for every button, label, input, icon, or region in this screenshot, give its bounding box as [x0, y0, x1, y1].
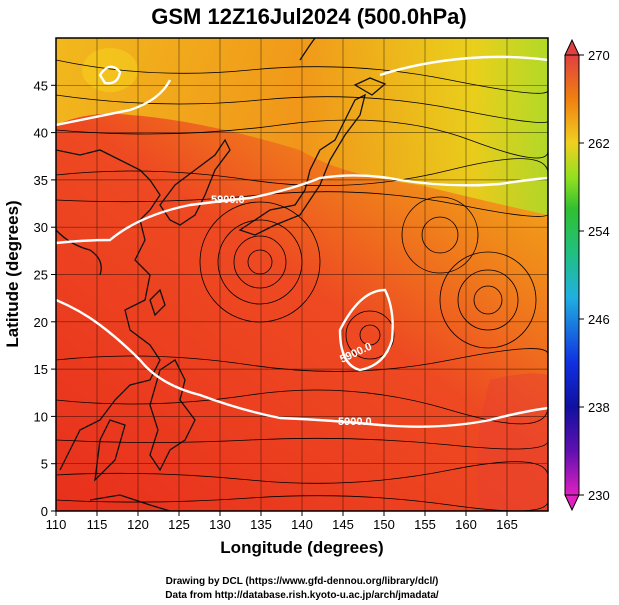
- y-tick-label: 30: [34, 220, 48, 235]
- contour-northwest: [56, 79, 172, 127]
- colorbar-tick-label: 262: [588, 136, 610, 151]
- southeast-warm-patch: [476, 373, 548, 511]
- y-axis-label: Latitude (degrees): [3, 200, 22, 347]
- y-tick-label: 5: [41, 457, 48, 472]
- y-tick-label: 15: [34, 362, 48, 377]
- contour-small-ring: [98, 65, 122, 85]
- x-tick-label: 155: [414, 517, 436, 532]
- credit-drawing: Drawing by DCL (https://www.gfd-dennou.o…: [166, 576, 439, 587]
- contour-label-south: 5900.0: [338, 416, 372, 428]
- korea-peninsula: [159, 138, 231, 226]
- y-tick-label: 0: [41, 504, 48, 519]
- colorbar-tick-label: 270: [588, 48, 610, 63]
- x-axis-label: Longitude (degrees): [220, 538, 383, 557]
- x-tick-label: 165: [496, 517, 518, 532]
- x-tick-label: 115: [87, 517, 108, 532]
- y-tick-label: 25: [34, 268, 48, 283]
- geopotential-contours: [56, 55, 548, 428]
- colorbar-tick-label: 238: [588, 400, 610, 415]
- colorbar-tick-label: 246: [588, 312, 610, 327]
- colorbar-ticks: 230 238 246 254 262 270: [579, 48, 610, 503]
- contour-northeast: [379, 55, 548, 77]
- x-tick-label: 150: [373, 517, 395, 532]
- inland-boundary: [56, 229, 102, 276]
- contour-5900-cell: [338, 288, 394, 372]
- y-tick-label: 45: [34, 78, 48, 93]
- colorbar-top-arrow: [564, 38, 580, 56]
- colorbar-bottom-arrow: [564, 494, 580, 512]
- map-grid: [56, 38, 548, 511]
- x-tick-label: 160: [455, 517, 477, 532]
- chart-title: GSM 12Z16Jul2024 (500.0hPa): [151, 4, 467, 29]
- x-tick-label: 125: [168, 517, 190, 532]
- colorbar-tick-label: 254: [588, 224, 610, 239]
- x-tick-label: 110: [46, 517, 67, 532]
- taiwan: [149, 288, 166, 317]
- y-tick-label: 35: [34, 173, 48, 188]
- sakhalin: [299, 38, 316, 61]
- contour-5900-north: [56, 174, 548, 245]
- asian-mainland-coast: [56, 149, 161, 471]
- x-tick-label: 140: [291, 517, 313, 532]
- y-tick-label: 10: [34, 409, 48, 424]
- philippines: [149, 359, 196, 472]
- x-axis-ticks: 110 115 120 125 130 135 140 145 150 155 160 165: [46, 511, 518, 532]
- contour-5900-south: [56, 298, 548, 428]
- x-tick-label: 130: [209, 517, 231, 532]
- southern-islands: [89, 494, 171, 511]
- x-tick-label: 120: [127, 517, 149, 532]
- contour-label-north: 5900.0: [211, 194, 245, 206]
- y-tick-label: 40: [34, 126, 48, 141]
- northwest-cool-patch: [82, 48, 138, 92]
- hokkaido: [353, 77, 387, 96]
- y-tick-label: 20: [34, 315, 48, 330]
- map-plot-area: 5900.0 5900.0 5900.0: [56, 38, 548, 511]
- y-axis-ticks: 0 5 10 15 20 25 30 35 40 45: [34, 78, 56, 519]
- x-tick-label: 135: [250, 517, 272, 532]
- x-tick-label: 145: [332, 517, 354, 532]
- colorbar: 230 238 246 254 262 270: [564, 38, 610, 512]
- colorbar-scale: [564, 54, 580, 496]
- colorbar-tick-label: 230: [588, 488, 610, 503]
- credit-data: Data from http://database.rish.kyoto-u.a…: [165, 590, 439, 601]
